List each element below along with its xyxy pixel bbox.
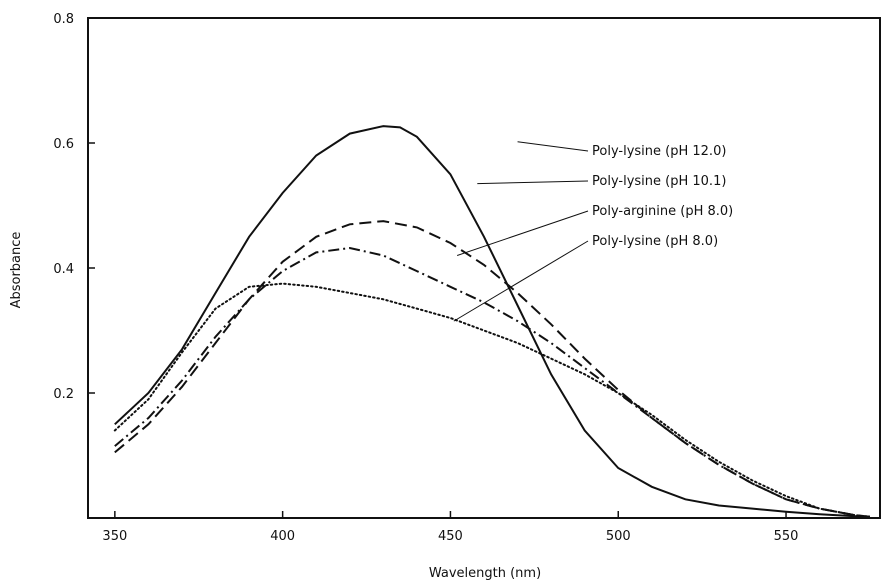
y-axis: 0.2 0.4 0.6 0.8 (53, 12, 95, 402)
legend: Poly-lysine (pH 12.0) Poly-lysine (pH 10.… (453, 141, 733, 322)
plot-frame (87, 17, 881, 519)
x-tick-label: 350 (102, 529, 127, 544)
y-tick-label: 0.4 (53, 262, 74, 277)
series-line-4 (113, 282, 871, 518)
x-tick-label: 500 (606, 529, 631, 544)
y-tick-label: 0.2 (53, 387, 74, 402)
legend-label: Poly-arginine (pH 8.0) (592, 204, 733, 219)
legend-label: Poly-lysine (pH 12.0) (592, 144, 726, 159)
y-tick-label: 0.6 (53, 137, 74, 152)
series-line-2 (114, 220, 871, 518)
series-line-3 (114, 246, 871, 518)
x-tick-label: 450 (438, 529, 463, 544)
legend-leader-line (477, 180, 589, 185)
legend-leader-line (453, 240, 589, 322)
legend-leader-line (517, 141, 589, 152)
y-tick-label: 0.8 (53, 12, 74, 27)
series-layer (113, 125, 871, 518)
legend-label: Poly-lysine (pH 8.0) (592, 234, 718, 249)
x-axis: 350 400 450 500 550 (102, 511, 798, 544)
series-line-1 (114, 125, 870, 518)
legend-label: Poly-lysine (pH 10.1) (592, 174, 726, 189)
legend-leader-line (456, 210, 589, 256)
x-axis-title: Wavelength (nm) (429, 566, 541, 581)
x-tick-label: 400 (270, 529, 295, 544)
x-tick-label: 550 (774, 529, 799, 544)
y-axis-title: Absorbance (9, 232, 24, 309)
